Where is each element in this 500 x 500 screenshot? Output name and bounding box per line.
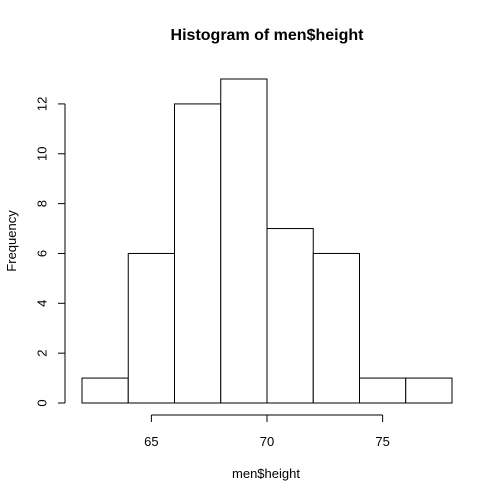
y-tick-label-12: 12 [34, 97, 49, 111]
histogram-bar-64-66 [127, 252, 175, 404]
y-axis: 0 2 4 6 8 10 12 [34, 97, 66, 407]
y-tick-label-6: 6 [34, 250, 49, 257]
x-axis: 65 70 75 [144, 414, 390, 449]
histogram-bar-68-70 [220, 78, 268, 404]
x-axis-label: men$height [232, 466, 300, 481]
histogram-bar-74-76 [359, 377, 407, 404]
histogram-bar-70-72 [266, 228, 314, 404]
bars-group [81, 78, 453, 404]
histogram-bar-66-68 [174, 103, 222, 404]
x-tick-label-70: 70 [260, 434, 274, 449]
x-tick-label-65: 65 [144, 434, 158, 449]
histogram-bar-72-74 [312, 252, 360, 404]
histogram-bar-62-64 [81, 377, 129, 404]
chart-title: Histogram of men$height [171, 27, 365, 44]
histogram-bar-76-78 [405, 377, 453, 404]
x-tick-label-75: 75 [375, 434, 389, 449]
y-tick-label-4: 4 [34, 300, 49, 307]
y-tick-label-10: 10 [34, 147, 49, 161]
y-tick-label-0: 0 [34, 399, 49, 406]
y-tick-label-8: 8 [34, 200, 49, 207]
y-tick-label-2: 2 [34, 350, 49, 357]
y-axis-label: Frequency [4, 210, 19, 272]
